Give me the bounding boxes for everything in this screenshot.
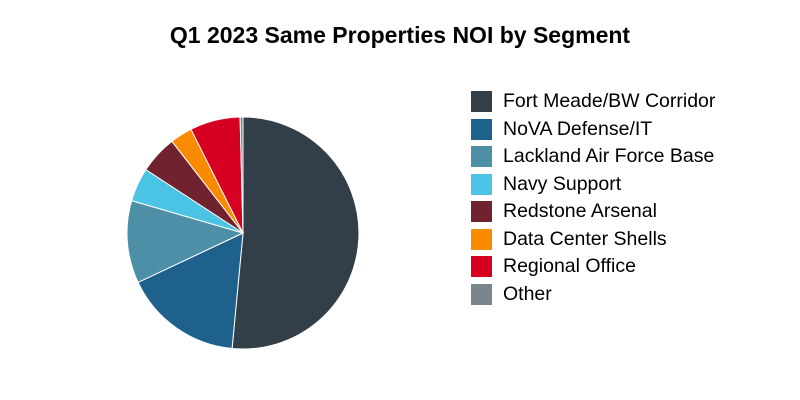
legend-color-swatch: [471, 91, 492, 113]
legend-item[interactable]: Other: [471, 281, 800, 309]
legend-item[interactable]: Fort Meade/BW Corridor: [471, 88, 800, 116]
legend-item-label: Data Center Shells: [503, 227, 667, 250]
legend-item-label: Navy Support: [503, 172, 622, 195]
chart-title: Q1 2023 Same Properties NOI by Segment: [169, 22, 631, 48]
pie-slice[interactable]: [137, 232, 244, 350]
chart-legend: Fort Meade/BW Corridor NoVA Defense/IT Lac…: [471, 88, 800, 308]
pie-plot-area: [0, 60, 470, 400]
legend-item[interactable]: Regional Office: [471, 253, 800, 281]
pie-svg: [126, 116, 360, 350]
legend-item-label: Redstone Arsenal: [503, 200, 657, 223]
pie-slice[interactable]: [126, 200, 245, 284]
pie-slice[interactable]: [239, 116, 244, 234]
legend-color-swatch: [471, 283, 492, 305]
pie-slices-group: [126, 116, 360, 350]
legend-color-swatch: [471, 173, 492, 195]
legend-color-swatch: [471, 146, 492, 168]
legend-color-swatch: [471, 118, 492, 140]
legend-item-label: Other: [503, 282, 552, 305]
legend-item[interactable]: Redstone Arsenal: [471, 198, 800, 226]
legend-color-swatch: [471, 256, 492, 278]
legend-item[interactable]: NoVA Defense/IT: [471, 116, 800, 144]
legend-item[interactable]: Data Center Shells: [471, 226, 800, 254]
pie-slice[interactable]: [231, 116, 360, 350]
legend-item[interactable]: Lackland Air Force Base: [471, 143, 800, 171]
legend-item-label: Regional Office: [503, 255, 636, 278]
legend-item[interactable]: Navy Support: [471, 171, 800, 199]
legend-color-swatch: [471, 201, 492, 223]
legend-color-swatch: [471, 228, 492, 250]
legend-item-label: Fort Meade/BW Corridor: [503, 90, 716, 113]
legend-item-label: NoVA Defense/IT: [503, 117, 653, 140]
legend-item-label: Lackland Air Force Base: [503, 145, 715, 168]
